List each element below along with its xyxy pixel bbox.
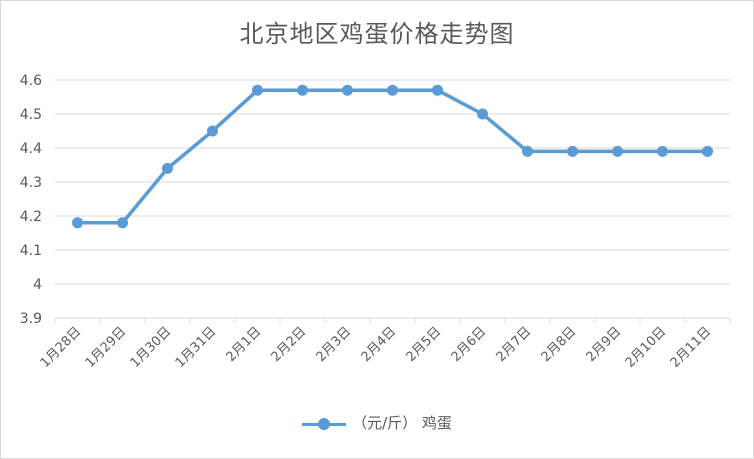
data-point bbox=[657, 145, 668, 157]
x-tick-label: 2月3日 bbox=[314, 324, 355, 365]
y-tick-label: 4.6 bbox=[20, 73, 42, 89]
legend-label: （元/斤） 鸡蛋 bbox=[352, 414, 452, 432]
x-tick-label: 1月30日 bbox=[128, 324, 175, 371]
x-tick-label: 2月2日 bbox=[269, 324, 310, 365]
data-point bbox=[117, 217, 128, 229]
x-tick-label: 1月29日 bbox=[83, 324, 130, 371]
data-point bbox=[252, 84, 263, 96]
data-point bbox=[702, 145, 713, 157]
data-point bbox=[342, 84, 353, 96]
data-point bbox=[477, 108, 488, 120]
chart-title: 北京地区鸡蛋价格走势图 bbox=[239, 20, 515, 48]
data-point bbox=[207, 125, 218, 137]
x-tick-label: 2月9日 bbox=[584, 324, 625, 365]
gridlines bbox=[55, 79, 730, 285]
data-point bbox=[567, 145, 578, 157]
x-tick-label: 2月7日 bbox=[494, 324, 535, 365]
y-tick-label: 4.4 bbox=[20, 141, 42, 157]
x-tick-label: 2月5日 bbox=[404, 324, 445, 365]
x-tick-label: 2月10日 bbox=[623, 324, 670, 371]
x-tick-label: 2月1日 bbox=[224, 324, 265, 365]
data-point bbox=[522, 145, 533, 157]
y-tick-label: 4.2 bbox=[20, 209, 42, 225]
x-axis bbox=[54, 317, 731, 323]
x-tick-label: 2月11日 bbox=[668, 324, 715, 371]
series-line bbox=[72, 84, 713, 229]
data-point bbox=[162, 162, 173, 174]
data-point bbox=[297, 84, 308, 96]
y-tick-label: 4.1 bbox=[20, 243, 42, 259]
y-tick-label: 4 bbox=[33, 277, 42, 293]
legend-marker bbox=[302, 417, 347, 431]
x-tick-label: 2月8日 bbox=[539, 324, 580, 365]
data-point bbox=[72, 217, 83, 229]
data-point bbox=[387, 84, 398, 96]
legend: （元/斤） 鸡蛋 bbox=[0, 412, 754, 433]
x-tick-label: 1月28日 bbox=[38, 324, 85, 371]
y-tick-label: 3.9 bbox=[20, 311, 42, 327]
y-axis-ticks: 3.9 4 4.1 4.2 4.3 4.4 4.5 4.6 bbox=[20, 73, 42, 327]
x-tick-label: 1月31日 bbox=[173, 324, 220, 371]
x-tick-label: 2月4日 bbox=[359, 324, 400, 365]
y-tick-label: 4.3 bbox=[20, 175, 42, 191]
data-point bbox=[432, 84, 443, 96]
series-line-path bbox=[77, 88, 708, 225]
data-point bbox=[612, 145, 623, 157]
y-tick-label: 4.5 bbox=[20, 107, 42, 123]
x-tick-label: 2月6日 bbox=[449, 324, 490, 365]
